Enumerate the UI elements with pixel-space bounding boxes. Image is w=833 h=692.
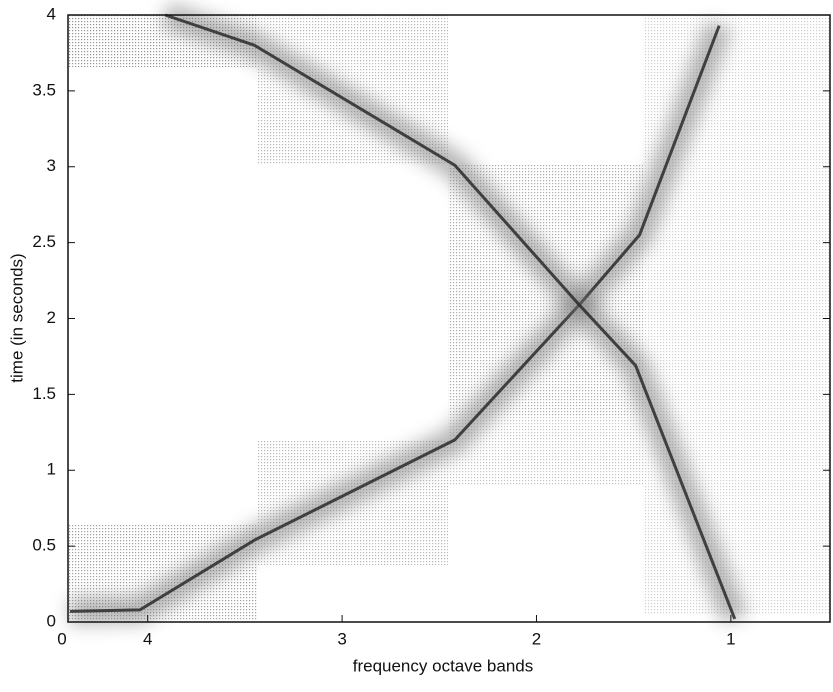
- y-tick-label: 0.5: [32, 536, 56, 555]
- x-tick-label: 0: [57, 629, 66, 648]
- y-tick-label: 4: [47, 4, 56, 23]
- x-tick-label: 3: [337, 629, 346, 648]
- y-axis-label: time (in seconds): [7, 253, 26, 382]
- y-tick-label: 2.5: [32, 232, 56, 251]
- y-tick-label: 3: [47, 156, 56, 175]
- y-tick-label: 1.5: [32, 384, 56, 403]
- x-tick-label: 2: [532, 629, 541, 648]
- plot-area: [69, 2, 747, 625]
- y-tick-label: 1: [47, 460, 56, 479]
- ridge-line: [69, 25, 721, 613]
- ridge-line: [164, 13, 737, 620]
- y-tick-label: 0: [47, 611, 56, 630]
- background-shading: [68, 15, 830, 620]
- x-tick-label: 1: [726, 629, 735, 648]
- x-axis-label: frequency octave bands: [353, 656, 534, 675]
- y-tick-label: 2: [47, 308, 56, 327]
- y-tick-label: 3.5: [32, 80, 56, 99]
- x-tick-label: 4: [143, 629, 152, 648]
